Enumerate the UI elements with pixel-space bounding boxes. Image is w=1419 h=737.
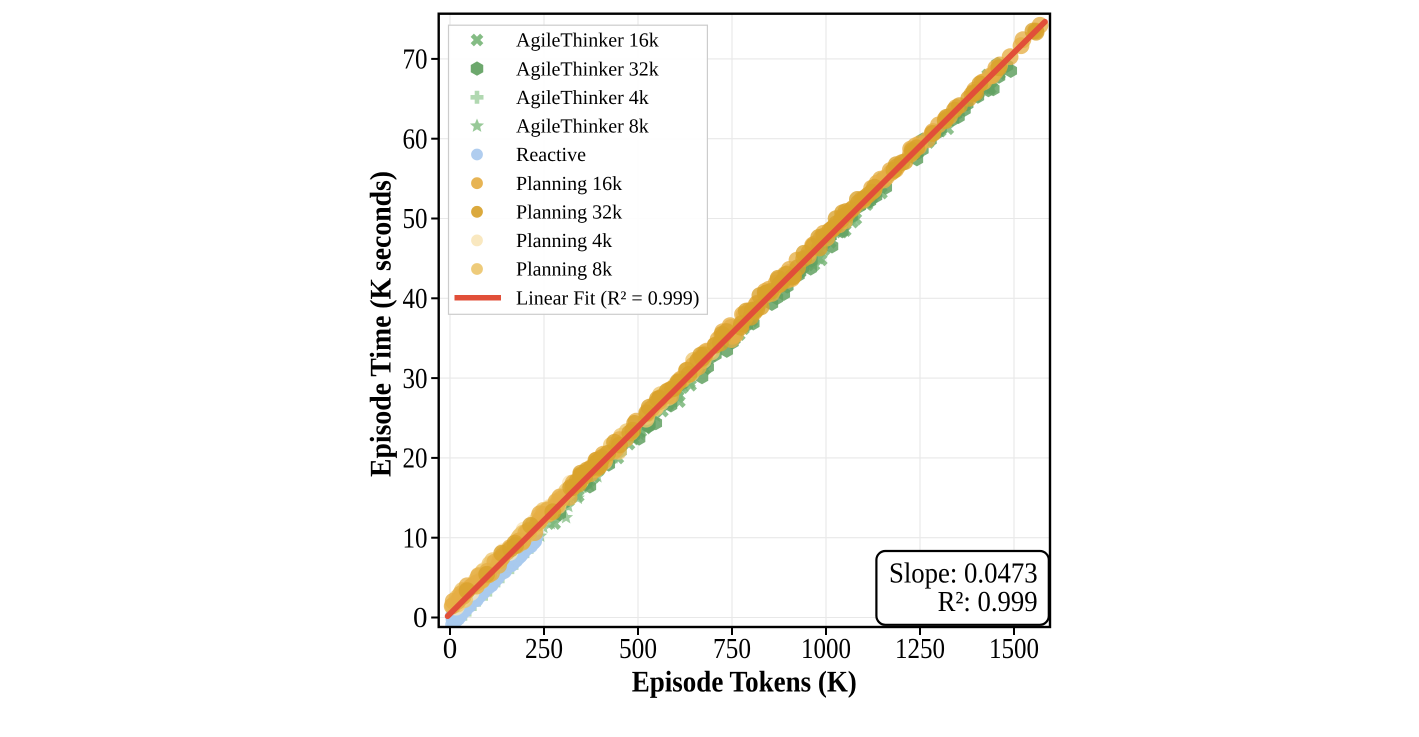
svg-text:Planning 8k: Planning 8k xyxy=(516,259,612,281)
svg-text:0: 0 xyxy=(443,633,458,665)
svg-text:40: 40 xyxy=(403,283,428,315)
svg-text:60: 60 xyxy=(403,123,428,155)
svg-text:70: 70 xyxy=(403,44,428,76)
svg-text:Reactive: Reactive xyxy=(516,144,586,166)
svg-text:AgileThinker 8k: AgileThinker 8k xyxy=(516,116,649,138)
svg-text:AgileThinker 32k: AgileThinker 32k xyxy=(516,58,659,80)
svg-text:0: 0 xyxy=(413,602,428,634)
svg-text:Episode Time (K seconds): Episode Time (K seconds) xyxy=(365,171,398,477)
svg-text:Planning 16k: Planning 16k xyxy=(516,173,622,195)
svg-text:Planning 32k: Planning 32k xyxy=(516,202,622,224)
svg-text:500: 500 xyxy=(619,633,657,665)
svg-text:Slope: 0.0473: Slope: 0.0473 xyxy=(889,558,1038,590)
svg-text:1250: 1250 xyxy=(895,633,945,665)
svg-text:1500: 1500 xyxy=(989,633,1039,665)
svg-text:250: 250 xyxy=(525,633,563,665)
svg-text:20: 20 xyxy=(403,443,428,475)
svg-text:10: 10 xyxy=(403,522,428,554)
svg-text:Planning 4k: Planning 4k xyxy=(516,230,612,252)
svg-text:750: 750 xyxy=(713,633,751,665)
svg-text:AgileThinker 16k: AgileThinker 16k xyxy=(516,30,659,52)
svg-text:Episode Tokens (K): Episode Tokens (K) xyxy=(632,665,857,698)
svg-text:50: 50 xyxy=(403,203,428,235)
svg-text:30: 30 xyxy=(403,363,428,395)
svg-text:AgileThinker 4k: AgileThinker 4k xyxy=(516,87,649,109)
svg-text:Linear Fit (R² = 0.999): Linear Fit (R² = 0.999) xyxy=(516,287,699,309)
svg-text:R²: 0.999: R²: 0.999 xyxy=(938,586,1038,618)
svg-text:1000: 1000 xyxy=(801,633,851,665)
